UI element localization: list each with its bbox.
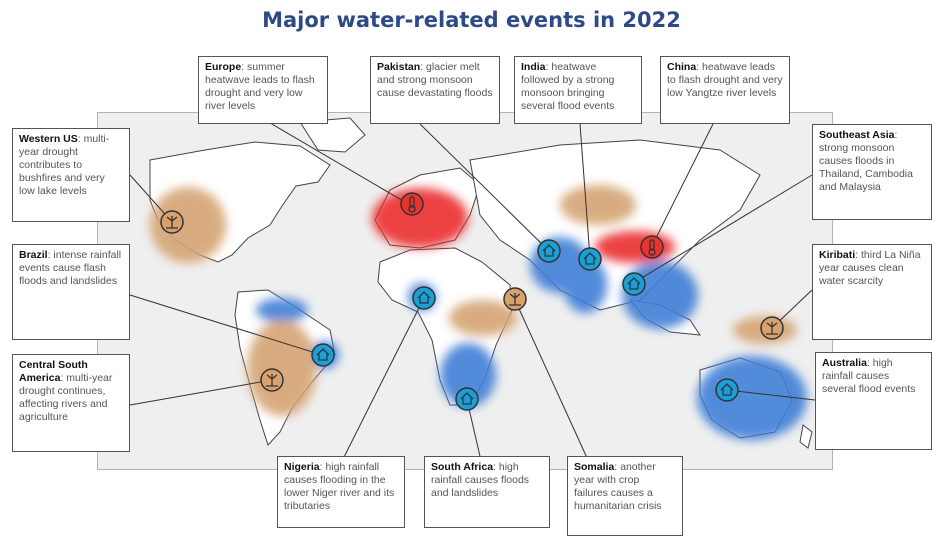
event-icons	[160, 192, 784, 411]
callout-lines	[129, 119, 816, 466]
leader-china	[651, 123, 714, 247]
callout-text: : glacier melt and strong monsoon cause …	[377, 61, 493, 99]
callout-region: Pakistan	[377, 61, 421, 73]
leader-india	[579, 123, 591, 259]
leader-somalia	[514, 299, 589, 461]
callout-australia: Australia: high rainfall causes several …	[815, 352, 932, 450]
leader-brazil	[129, 294, 323, 356]
callout-text: : another year with crop failures causes…	[574, 461, 662, 512]
callout-region: India	[521, 61, 546, 73]
house-icon	[537, 239, 561, 263]
leader-pakistan	[419, 123, 549, 251]
region-horn-of-africa	[449, 300, 517, 336]
callout-kiribati: Kiribati: third La Niña year causes clea…	[812, 244, 932, 340]
callout-brazil: Brazil: intense rainfall events cause fl…	[12, 244, 130, 340]
callout-text: : multi-year drought contributes to bush…	[19, 133, 110, 197]
callout-central-south-america: Central South America: multi-year drough…	[12, 354, 130, 452]
house-icon	[311, 343, 335, 367]
callout-region: China	[667, 61, 697, 73]
callout-region: Nigeria	[284, 461, 320, 473]
callout-region: Australia	[822, 357, 867, 369]
region-south-africa	[440, 343, 496, 407]
region-australia	[697, 356, 807, 440]
asia-landmass	[469, 139, 761, 311]
plant-icon	[760, 316, 784, 340]
callout-region: Central South America	[19, 359, 88, 384]
plant-icon	[260, 368, 284, 392]
callout-text: : multi-year drought continues, affectin…	[19, 372, 113, 423]
leader-southeast-asia	[634, 174, 813, 283]
thermometer-icon	[400, 192, 424, 216]
region-europe	[372, 188, 468, 248]
region-india	[563, 257, 607, 313]
region-brazil-north	[256, 298, 308, 322]
callout-region: Brazil	[19, 249, 48, 261]
hazard-regions	[150, 185, 807, 440]
region-western-us	[150, 187, 226, 263]
callout-europe: Europe: summer heatwave leads to flash d…	[198, 56, 328, 124]
callout-china: China: heatwave leads to flash drought a…	[660, 56, 790, 124]
callout-somalia: Somalia: another year with crop failures…	[567, 456, 683, 536]
callout-text: : intense rainfall events cause flash fl…	[19, 249, 122, 287]
region-central-south-america	[247, 320, 317, 416]
callout-text: : heatwave followed by a strong monsoon …	[521, 61, 615, 112]
callout-text: : high rainfall causes flooding in the l…	[284, 461, 395, 512]
leader-central-south-america	[129, 379, 273, 406]
house-icon	[715, 378, 739, 402]
map-title: Major water-related events in 2022	[262, 8, 681, 32]
house-icon	[622, 272, 646, 296]
leader-nigeria	[339, 297, 425, 466]
new-zealand-landmass	[799, 424, 813, 449]
house-icon	[412, 286, 436, 310]
house-icon	[455, 387, 479, 411]
callout-region: Europe	[205, 61, 242, 73]
callout-text: : high rainfall causes several flood eve…	[822, 357, 916, 395]
callout-text: : heatwave leads to flash drought and ve…	[667, 61, 783, 99]
leader-south-africa	[466, 399, 483, 466]
callout-nigeria: Nigeria: high rainfall causes flooding i…	[277, 456, 405, 528]
callout-text: : strong monsoon causes floods in Thaila…	[819, 129, 913, 193]
thermometer-icon	[640, 235, 664, 259]
callout-text: : high rainfall causes floods and landsl…	[431, 461, 530, 499]
callout-region: South Africa	[431, 461, 494, 473]
callout-text: : third La Niña year causes clean water …	[819, 249, 921, 287]
callout-pakistan: Pakistan: glacier melt and strong monsoo…	[370, 56, 500, 124]
plant-icon	[160, 210, 184, 234]
leader-europe	[264, 119, 411, 206]
region-india-north	[560, 185, 636, 225]
callout-region: Western US	[19, 133, 78, 145]
callout-western-us: Western US: multi-year drought contribut…	[12, 128, 130, 222]
callout-region: Somalia	[574, 461, 615, 473]
house-icon	[578, 247, 602, 271]
leader-australia	[726, 389, 816, 401]
callout-region: Kiribati	[819, 249, 856, 261]
greenland-landmass	[299, 117, 366, 153]
callout-text: : summer heatwave leads to flash drought…	[205, 61, 315, 112]
plant-icon	[503, 287, 527, 311]
callout-india: India: heatwave followed by a strong mon…	[514, 56, 642, 124]
callout-southeast-asia: Southeast Asia: strong monsoon causes fl…	[812, 124, 932, 220]
callout-region: Southeast Asia	[819, 129, 895, 141]
callout-south-africa: South Africa: high rainfall causes flood…	[424, 456, 550, 528]
